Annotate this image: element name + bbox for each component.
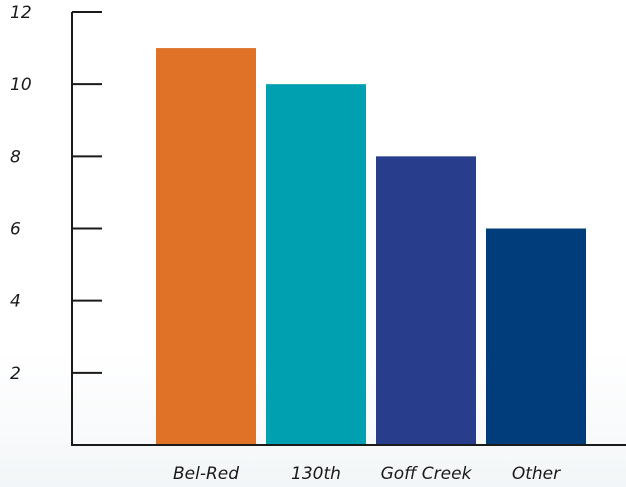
x-tick-label: Other [512,464,561,484]
y-tick-label: 12 [10,3,32,23]
x-axis-labels: Bel-Red 130th Goff Creek Other [173,464,561,484]
bars [156,48,586,446]
y-tick-label: 4 [10,292,21,312]
bar-bel-red [156,48,256,445]
y-tick-label: 6 [10,220,21,240]
y-tick-label: 10 [10,75,32,95]
x-tick-label: 130th [291,464,341,484]
y-tick-label: 8 [10,147,21,167]
x-tick-label: Goff Creek [381,464,473,484]
bar-goff-creek [376,156,476,446]
axes [71,12,626,446]
y-axis-ticks: 2 4 6 8 10 12 [10,3,102,384]
bar-other [486,228,586,445]
y-tick-label: 2 [10,364,21,384]
x-tick-label: Bel-Red [173,464,239,484]
bar-130th [266,84,366,446]
